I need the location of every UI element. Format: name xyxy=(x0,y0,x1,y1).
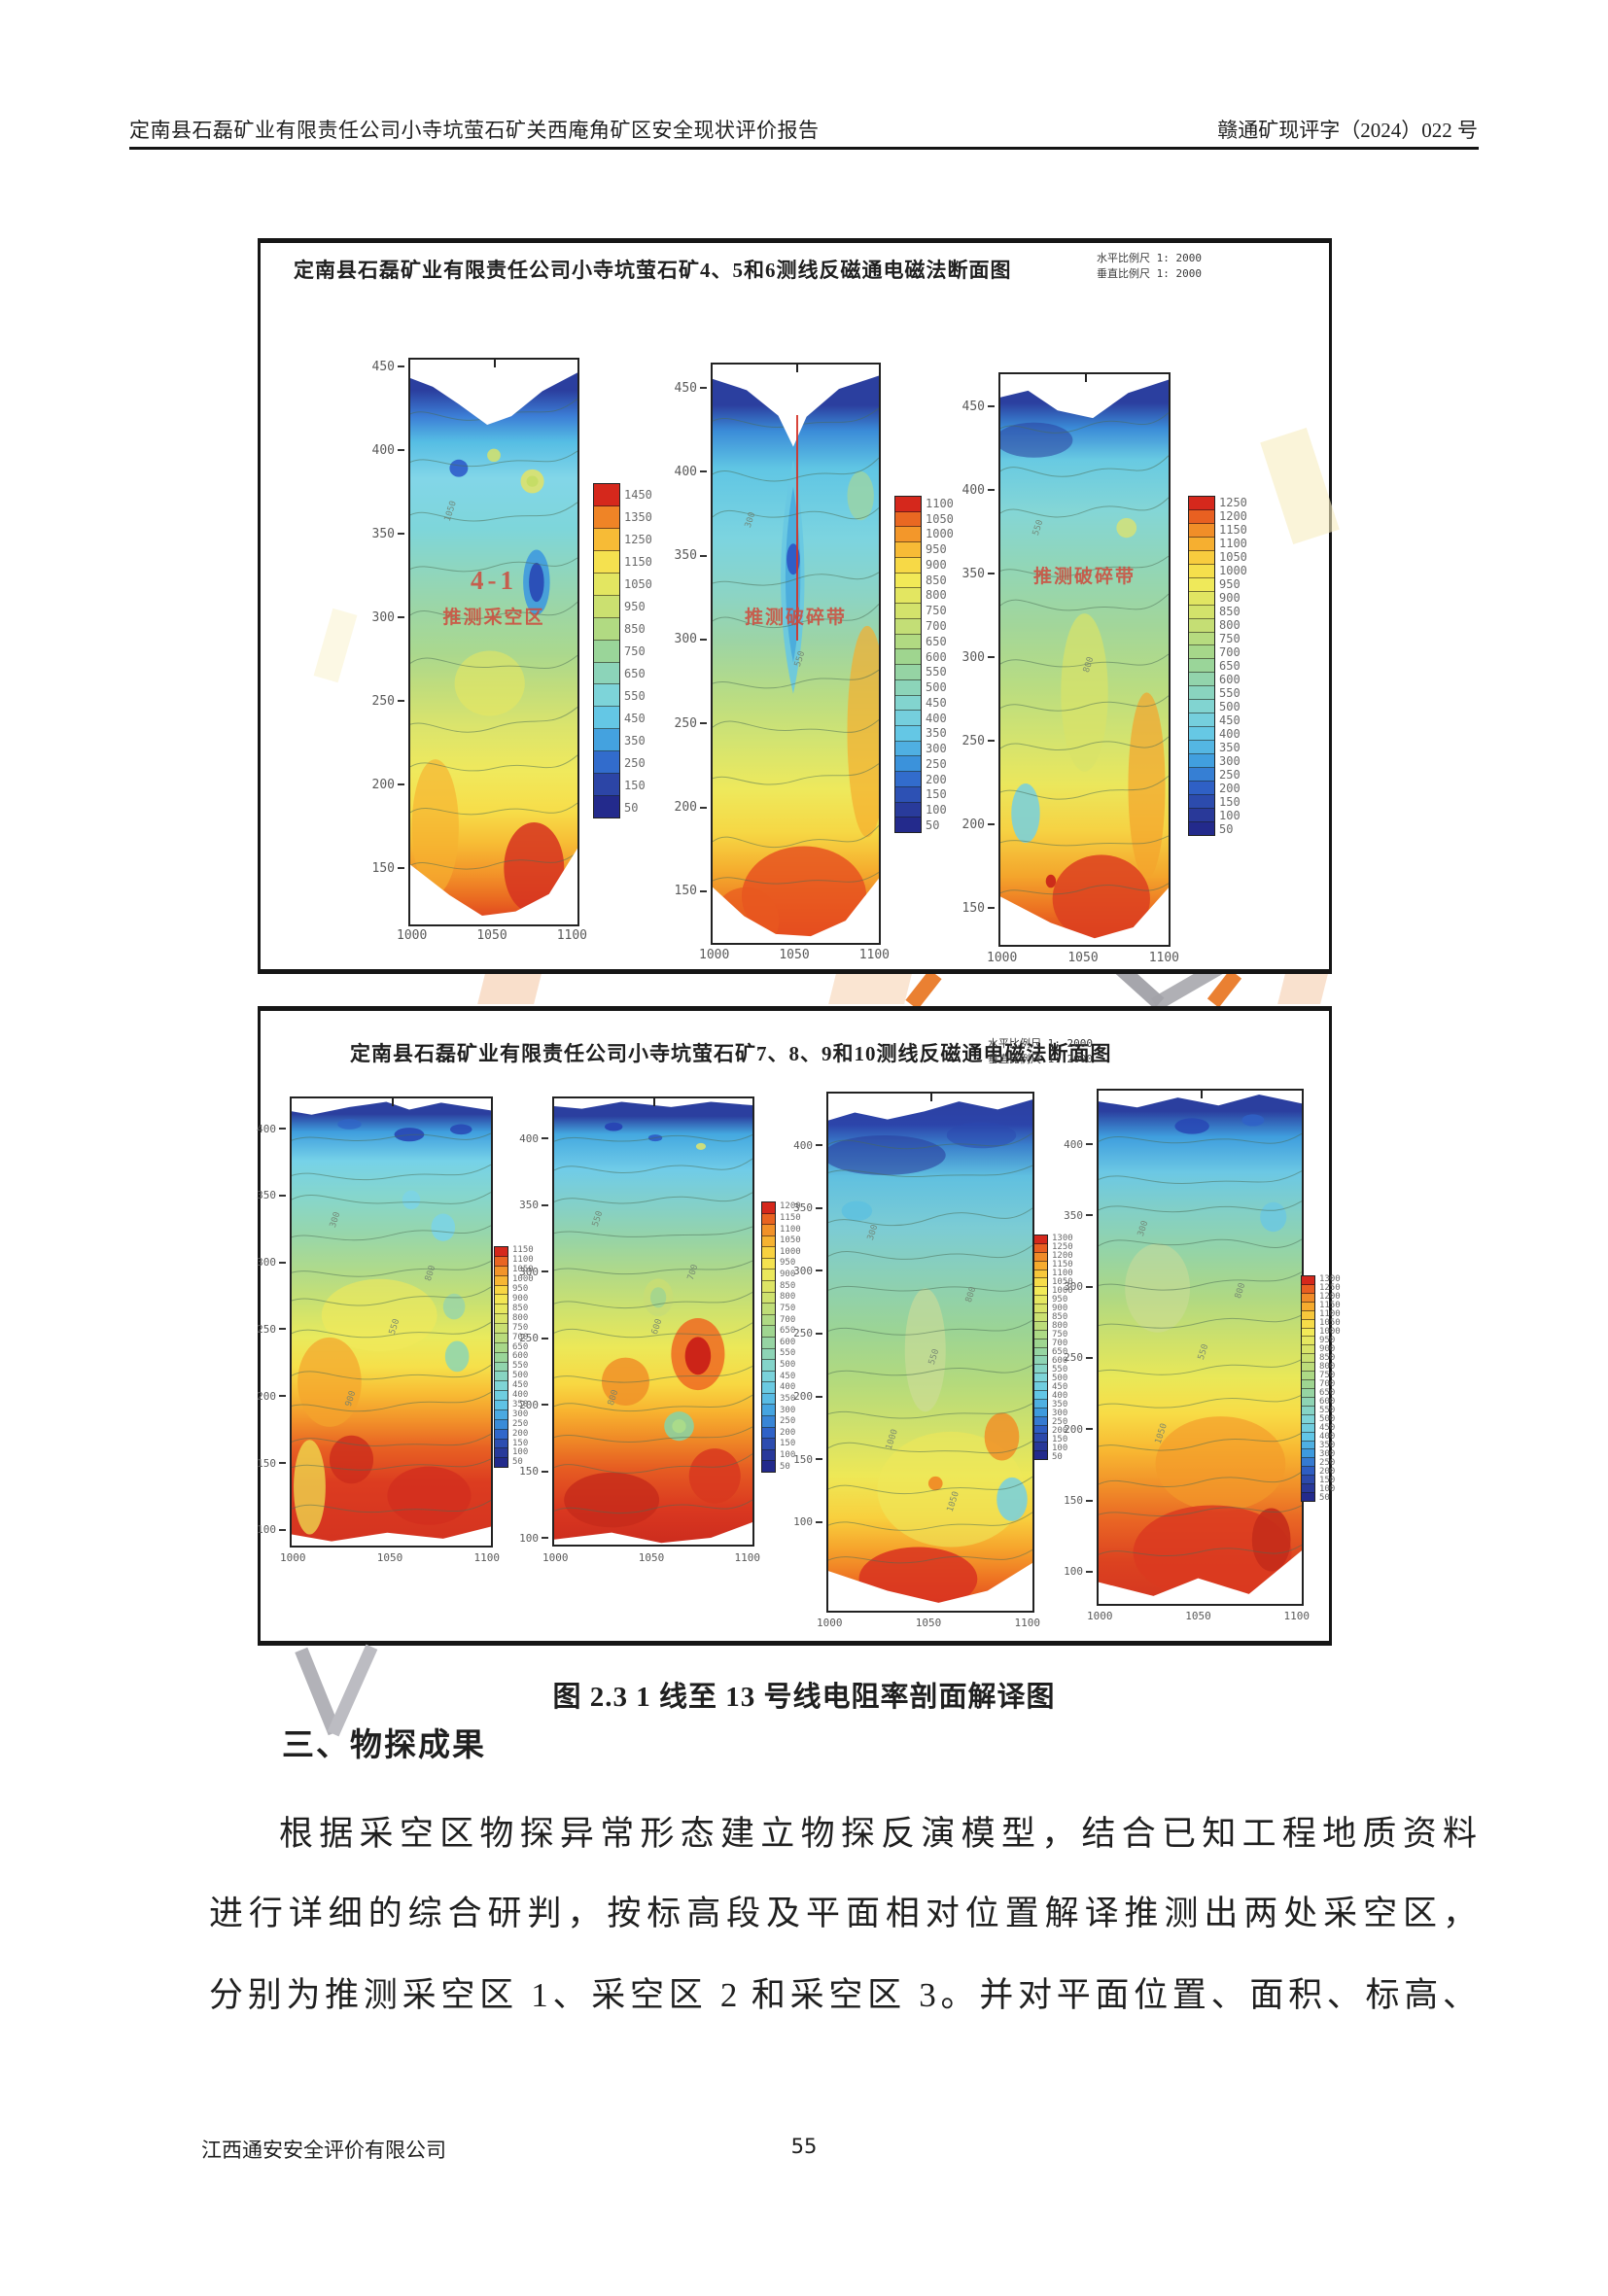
scale-horizontal: 水平比例尺 1: 2000 xyxy=(1097,252,1202,264)
page-number: 55 xyxy=(790,2135,818,2158)
section-heading: 三、物探成果 xyxy=(282,1728,486,1763)
figure-lines-7-8-9-10: 定南县石磊矿业有限责任公司小寺坑萤石矿7、8、9和10测线反磁通电磁法断面图 水… xyxy=(258,1006,1332,1646)
paragraph-line: 分别为推测采空区 1、采空区 2 和采空区 3。并对平面位置、面积、标高、 xyxy=(209,1976,1478,2014)
figure-lines-4-5-6: 定南县石磊矿业有限责任公司小寺坑萤石矿4、5和6测线反磁通电磁法断面图 水平比例… xyxy=(258,238,1332,974)
scale-vertical: 垂直比例尺 1: 2000 xyxy=(1097,267,1202,280)
header-doc-number: 赣通矿现评字（2024）022 号 xyxy=(1217,119,1478,142)
figure-caption: 图 2.3 1 线至 13 号线电阻率剖面解译图 xyxy=(552,1682,1056,1713)
figure1-scale-note: 水平比例尺 1: 2000 垂直比例尺 1: 2000 xyxy=(1097,251,1202,282)
header-report-title: 定南县石磊矿业有限责任公司小寺坑萤石矿关西庵角矿区安全现状评价报告 xyxy=(129,119,820,142)
watermark-band xyxy=(828,974,912,1004)
watermark-band xyxy=(477,974,542,1004)
figure2-title: 定南县石磊矿业有限责任公司小寺坑萤石矿7、8、9和10测线反磁通电磁法断面图 xyxy=(350,1042,1112,1065)
paragraph-line: 根据采空区物探异常形态建立物探反演模型，结合已知工程地质资料 xyxy=(279,1815,1478,1853)
figure2-scale-note: 水平比例尺 1: 2000 垂直比例尺 1: 2000 xyxy=(988,1036,1093,1067)
scale-vertical: 垂直比例尺 1: 2000 xyxy=(988,1053,1093,1065)
footer-company-name: 江西通安安全评价有限公司 xyxy=(201,2139,446,2162)
paragraph-line: 进行详细的综合研判，按标高段及平面相对位置解译推测出两处采空区， xyxy=(209,1895,1478,1932)
header-rule xyxy=(129,147,1479,150)
figure1-title: 定南县石磊矿业有限责任公司小寺坑萤石矿4、5和6测线反磁通电磁法断面图 xyxy=(294,259,1012,282)
watermark-band xyxy=(1277,974,1328,1004)
scale-horizontal: 水平比例尺 1: 2000 xyxy=(988,1037,1093,1050)
